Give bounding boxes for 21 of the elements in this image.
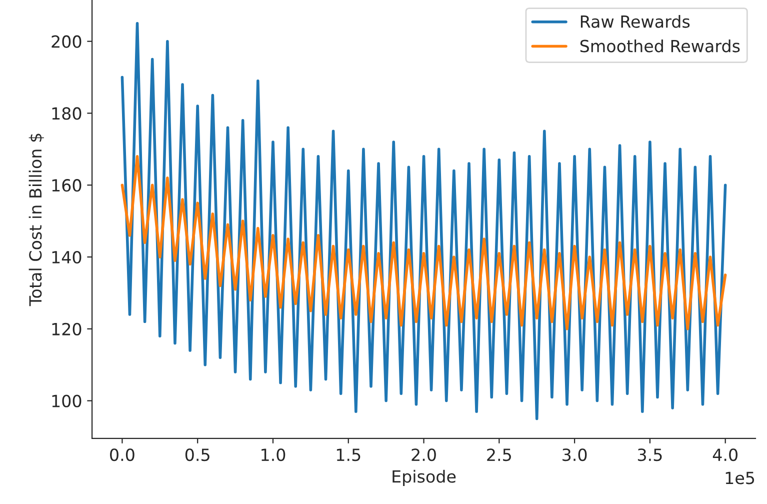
y-axis-title: Total Cost in Billion $ xyxy=(28,134,44,306)
text: 1e5 xyxy=(726,472,754,484)
x-tick-label: 2.0 xyxy=(412,448,436,462)
y-tick-label: 100 xyxy=(52,394,82,408)
x-tick-label: 1.5 xyxy=(336,448,360,462)
y-tick-label: 160 xyxy=(52,179,82,192)
y-tick-label: 200 xyxy=(52,35,82,48)
y-tick-label: 140 xyxy=(52,250,82,264)
y-tick-label: 120 xyxy=(52,322,82,336)
x-tick-label: 0.5 xyxy=(185,448,210,462)
x-tick-label: 3.5 xyxy=(638,448,662,462)
line-series xyxy=(120,154,727,330)
x-axis-title: Episode xyxy=(392,470,456,486)
y-tick-label: 180 xyxy=(52,107,82,120)
legend-label: Smoothed Rewards xyxy=(580,39,740,52)
x-tick-label: 4.0 xyxy=(712,448,738,462)
x-tick-label: 3.0 xyxy=(562,448,587,462)
legend-label: Raw Rewards xyxy=(580,15,690,28)
x-tick-label: 1.0 xyxy=(262,448,286,462)
x-tick-label: 0.0 xyxy=(110,448,134,462)
x-tick-label: 2.5 xyxy=(487,448,511,462)
